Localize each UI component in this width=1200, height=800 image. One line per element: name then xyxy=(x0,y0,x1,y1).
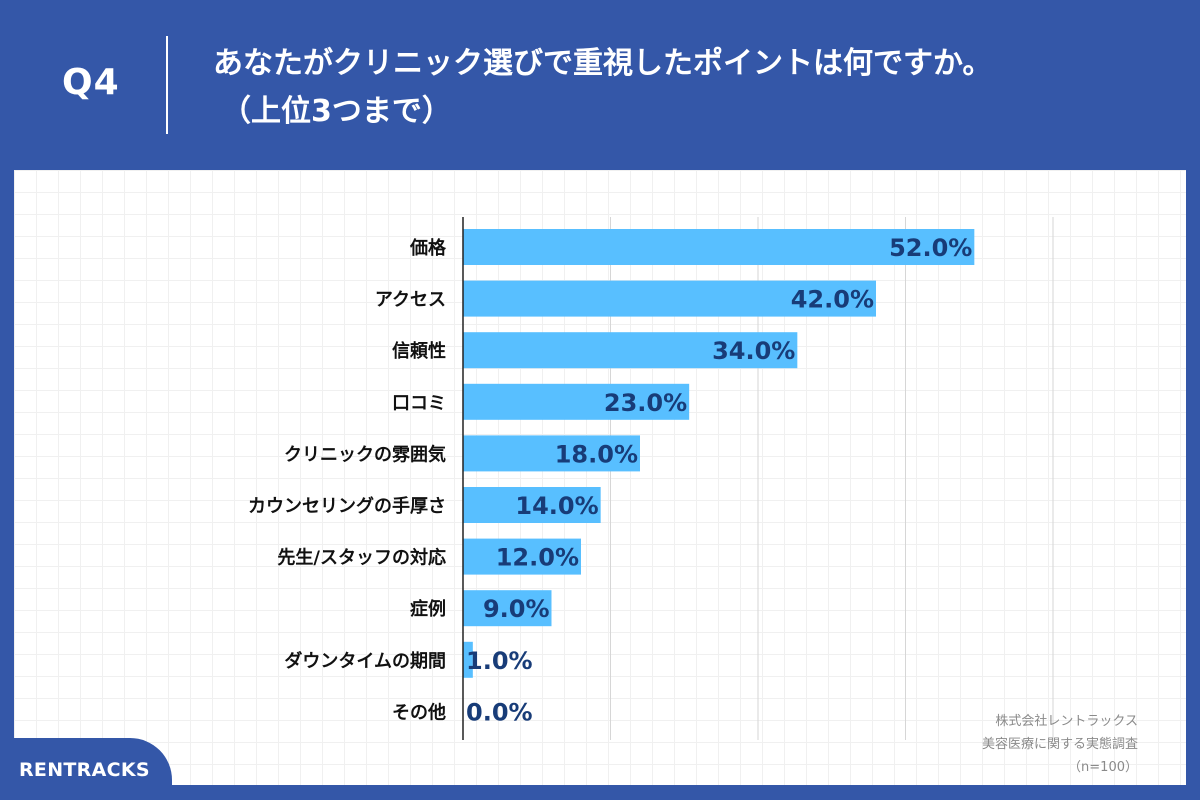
category-label: アクセス xyxy=(375,290,446,311)
chart-panel: 価格 52.0% アクセス 42.0% 信頼性 34.0% 口コミ 23.0% クリニックの雰囲… xyxy=(14,170,1186,785)
bar xyxy=(463,435,640,472)
source-survey: 美容医療に関する実態調査 xyxy=(981,737,1138,752)
bar xyxy=(463,641,473,678)
question-title-line2: （上位3つまで） xyxy=(221,94,452,129)
bar xyxy=(463,229,975,265)
category-label: 症例 xyxy=(410,598,446,620)
value-label: 14.0% xyxy=(515,492,598,520)
value-label: 12.0% xyxy=(496,544,579,572)
bar xyxy=(463,332,798,369)
value-label: 9.0% xyxy=(483,595,550,623)
source-note: 株式会社レントラックス 美容医療に関する実態調査 （n=100） xyxy=(982,710,1138,779)
value-label: 0.0% xyxy=(466,698,533,726)
bar xyxy=(463,280,876,317)
bar xyxy=(463,538,581,575)
question-title: あなたがクリニック選びで重視したポイントは何ですか。 （上位3つまで） xyxy=(213,40,1173,136)
bar-chart: 価格 52.0% アクセス 42.0% 信頼性 34.0% 口コミ 23.0% クリニックの雰囲… xyxy=(248,217,1054,740)
logo-tab xyxy=(0,738,172,800)
category-label: クリニックの雰囲気 xyxy=(284,443,446,465)
value-label: 23.0% xyxy=(604,389,687,417)
bar xyxy=(463,487,601,523)
category-label: 価格 xyxy=(409,237,447,259)
category-label: 信頼性 xyxy=(392,340,446,362)
question-header: Q4 あなたがクリニック選びで重視したポイントは何ですか。 （上位3つまで） xyxy=(0,0,1200,170)
category-label: 先生/スタッフの対応 xyxy=(277,547,446,569)
question-number: Q4 xyxy=(62,62,120,103)
bar xyxy=(463,590,552,627)
question-title-line1: あなたがクリニック選びで重視したポイントは何ですか。 xyxy=(213,46,993,81)
value-label: 1.0% xyxy=(466,647,533,675)
rentracks-logo: RENTRACKS xyxy=(19,759,150,781)
value-label: 42.0% xyxy=(791,286,874,314)
category-label: カウンセリングの手厚さ xyxy=(248,495,446,517)
source-sample-size: （n=100） xyxy=(1068,760,1138,775)
category-label: 口コミ xyxy=(392,393,446,414)
header-divider xyxy=(166,36,168,134)
source-company: 株式会社レントラックス xyxy=(995,714,1138,729)
category-label: その他 xyxy=(392,701,446,723)
category-label: ダウンタイムの期間 xyxy=(284,650,446,672)
value-label: 52.0% xyxy=(889,234,972,262)
value-label: 18.0% xyxy=(555,440,638,468)
value-label: 34.0% xyxy=(712,337,795,365)
bar xyxy=(463,383,690,420)
